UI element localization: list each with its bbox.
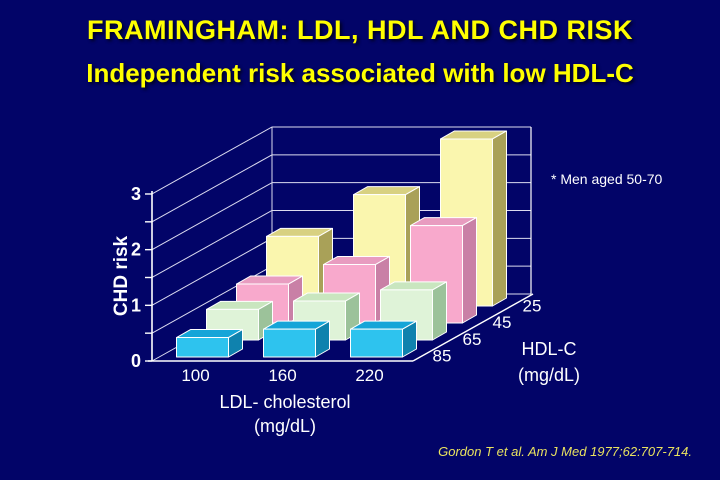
bar-hdl65-ldl220 <box>380 281 447 341</box>
z-axis-title: HDL-C <box>521 339 577 359</box>
chart-tick-labels: 0 1 2 3 100 160 220 85 65 45 25 <box>131 184 541 385</box>
y-axis-title: CHD risk <box>111 235 132 317</box>
slide-title: FRAMINGHAM: LDL, HDL AND CHD RISK <box>87 15 633 45</box>
z-axis-units: (mg/dL) <box>517 365 580 385</box>
bar-hdl85-ldl160 <box>263 320 330 358</box>
z-tick-label: 85 <box>433 347 452 366</box>
x-tick-label: 100 <box>181 366 209 385</box>
slide-subtitle: Independent risk associated with low HDL… <box>86 58 634 88</box>
y-tick-label: 3 <box>131 184 141 204</box>
left-wall-gridline <box>151 182 273 251</box>
bar-front-face <box>350 328 403 358</box>
bar-side-face <box>432 281 447 341</box>
depth-axis <box>412 293 534 362</box>
x-axis-title-block: LDL- cholesterol (mg/dL) <box>175 390 395 438</box>
bar-side-face <box>462 217 477 324</box>
y-tick-label: 1 <box>131 295 141 315</box>
bar-front-face <box>263 328 316 358</box>
left-wall-gridline <box>151 237 273 306</box>
bar-front-face <box>176 337 229 358</box>
men-aged-note: * Men aged 50-70 <box>551 171 663 187</box>
bars <box>176 130 507 358</box>
citation: Gordon T et al. Am J Med 1977;62:707-714… <box>438 444 692 459</box>
y-tick-label: 2 <box>131 240 141 260</box>
x-tick-label: 160 <box>268 366 296 385</box>
bar-hdl85-ldl100 <box>176 329 243 358</box>
left-wall-gridline <box>151 210 273 278</box>
left-wall-gridline <box>151 126 273 195</box>
z-tick-label: 45 <box>493 313 512 332</box>
left-wall-gridline <box>151 154 273 223</box>
slide-header: FRAMINGHAM: LDL, HDL AND CHD RISK Indepe… <box>0 0 720 89</box>
x-tick-label: 220 <box>355 366 383 385</box>
chart-axes <box>145 190 534 362</box>
z-tick-label: 25 <box>523 296 542 315</box>
x-axis-title: LDL- cholesterol <box>219 392 351 412</box>
z-axis-title-block: HDL-C (mg/dL) <box>490 336 608 388</box>
y-tick-label: 0 <box>131 351 141 371</box>
z-tick-label: 65 <box>463 330 482 349</box>
bar-hdl85-ldl220 <box>350 320 417 358</box>
x-axis-units: (mg/dL) <box>253 416 316 436</box>
bar-side-face <box>492 130 507 307</box>
